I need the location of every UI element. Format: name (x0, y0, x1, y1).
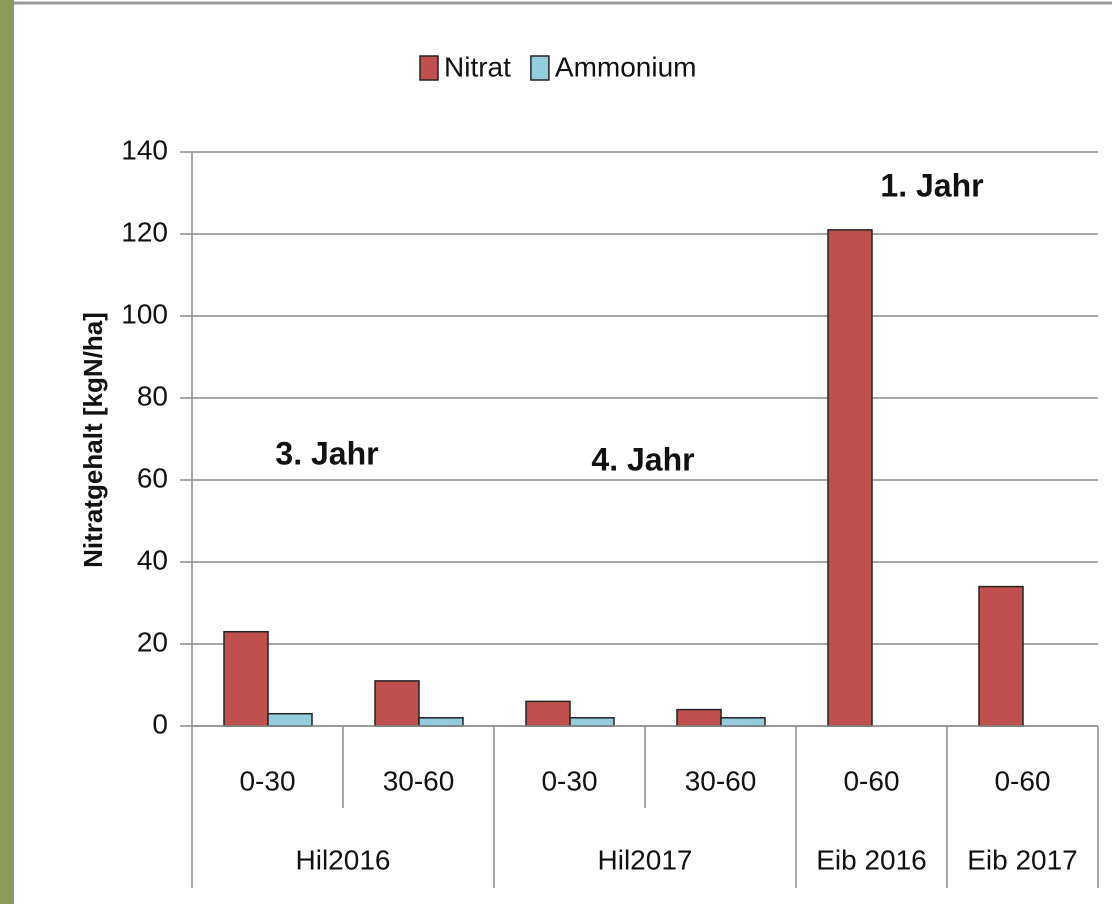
bar (721, 718, 765, 726)
legend-swatch (531, 56, 549, 80)
bar (677, 710, 721, 726)
y-tick-label: 0 (152, 708, 168, 739)
annotation: 3. Jahr (275, 435, 378, 471)
group-label: Eib 2016 (816, 844, 927, 875)
y-axis-label: Nitratgehalt [kgN/ha] (78, 312, 108, 568)
y-tick-label: 80 (137, 380, 168, 411)
y-tick-label: 40 (137, 544, 168, 575)
annotation: 1. Jahr (880, 167, 983, 203)
group-label: Hil2016 (296, 844, 391, 875)
legend-label: Nitrat (444, 51, 511, 82)
y-tick-label: 140 (121, 134, 168, 165)
y-tick-label: 100 (121, 298, 168, 329)
photo-edge (0, 0, 14, 904)
bar (570, 718, 614, 726)
annotation: 4. Jahr (591, 441, 694, 477)
bar (828, 230, 872, 726)
x-tick-label: 0-30 (541, 765, 597, 796)
y-tick-label: 20 (137, 626, 168, 657)
x-tick-label: 30-60 (685, 765, 757, 796)
group-label: Eib 2017 (967, 844, 1078, 875)
x-tick-label: 0-60 (843, 765, 899, 796)
bar (419, 718, 463, 726)
bar (526, 701, 570, 726)
chart: Nitratgehalt [kgN/ha] 0 20 40 60 80 100 120 140… (0, 0, 1112, 904)
group-label: Hil2017 (598, 844, 693, 875)
legend-swatch (420, 56, 438, 80)
y-tick-label: 120 (121, 216, 168, 247)
bar (224, 632, 268, 726)
x-tick-label: 0-60 (994, 765, 1050, 796)
legend-label: Ammonium (555, 51, 697, 82)
x-tick-label: 30-60 (383, 765, 455, 796)
y-tick-label: 60 (137, 462, 168, 493)
bar (979, 587, 1023, 726)
bar (268, 714, 312, 726)
x-tick-label: 0-30 (239, 765, 295, 796)
bar (375, 681, 419, 726)
